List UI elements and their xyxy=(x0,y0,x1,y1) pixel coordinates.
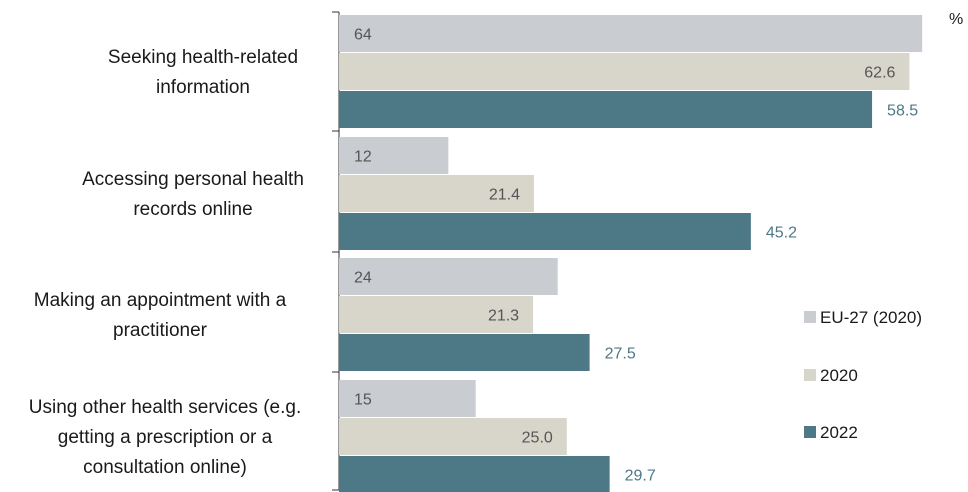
bar xyxy=(339,175,534,212)
bar xyxy=(339,15,923,52)
legend-label: 2020 xyxy=(820,366,858,385)
bars xyxy=(339,15,923,492)
category-label: records online xyxy=(133,199,252,220)
data-label: 45.2 xyxy=(766,225,797,242)
data-label: 58.5 xyxy=(887,103,918,120)
legend: EU-27 (2020) 2020 2022 xyxy=(804,308,922,442)
legend-swatch xyxy=(804,311,816,323)
category-label: Seeking health-related xyxy=(108,47,298,68)
bar xyxy=(339,456,610,492)
data-label: 24 xyxy=(354,270,372,287)
bar xyxy=(339,258,558,295)
bar xyxy=(339,53,910,90)
bar xyxy=(339,418,567,455)
data-label: 29.7 xyxy=(625,468,656,485)
legend-swatch xyxy=(804,426,816,438)
category-label: information xyxy=(156,77,250,98)
value-labels: 64 62.6 58.5 12 21.4 45.2 24 21.3 27.5 15 25.0 29.7 xyxy=(354,27,918,485)
category-labels: Seeking health-related information Accessi… xyxy=(29,47,304,478)
data-label: 25.0 xyxy=(522,430,553,447)
category-label: Making an appointment with a xyxy=(34,290,287,311)
category-label: Accessing personal health xyxy=(82,169,304,190)
bar xyxy=(339,213,751,250)
data-label: 62.6 xyxy=(864,65,895,82)
category-label: practitioner xyxy=(113,320,208,341)
bar xyxy=(339,137,449,174)
bar xyxy=(339,91,873,128)
data-label: 12 xyxy=(354,149,372,166)
bar xyxy=(339,380,476,417)
bar xyxy=(339,296,534,333)
category-label: consultation online) xyxy=(83,457,247,478)
data-label: 21.4 xyxy=(489,187,520,204)
data-label: 15 xyxy=(354,392,372,409)
legend-label: EU-27 (2020) xyxy=(820,308,922,327)
category-label: Using other health services (e.g. xyxy=(29,397,301,418)
y-axis xyxy=(332,11,340,491)
legend-swatch xyxy=(804,369,816,381)
data-label: 21.3 xyxy=(488,308,519,325)
unit-label: % xyxy=(949,11,963,28)
data-label: 64 xyxy=(354,27,372,44)
category-label: getting a prescription or a xyxy=(58,427,273,448)
bar xyxy=(339,334,590,371)
legend-label: 2022 xyxy=(820,423,858,442)
data-label: 27.5 xyxy=(605,346,636,363)
